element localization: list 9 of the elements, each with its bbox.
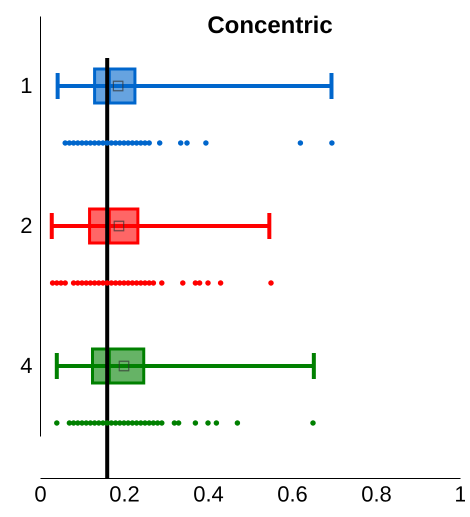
x-tick-label: 0.4 (193, 482, 224, 506)
x-tick-label: 0 (34, 482, 47, 506)
y-tick-label: 4 (20, 353, 32, 378)
y-tick-label: 1 (20, 73, 32, 98)
x-tick-label: 0.6 (277, 482, 308, 506)
y-tick-label: 2 (20, 213, 32, 238)
chart-title: Concentric (207, 12, 333, 39)
x-tick-label: 0.8 (361, 482, 392, 506)
x-tick-label: 0.2 (109, 482, 140, 506)
